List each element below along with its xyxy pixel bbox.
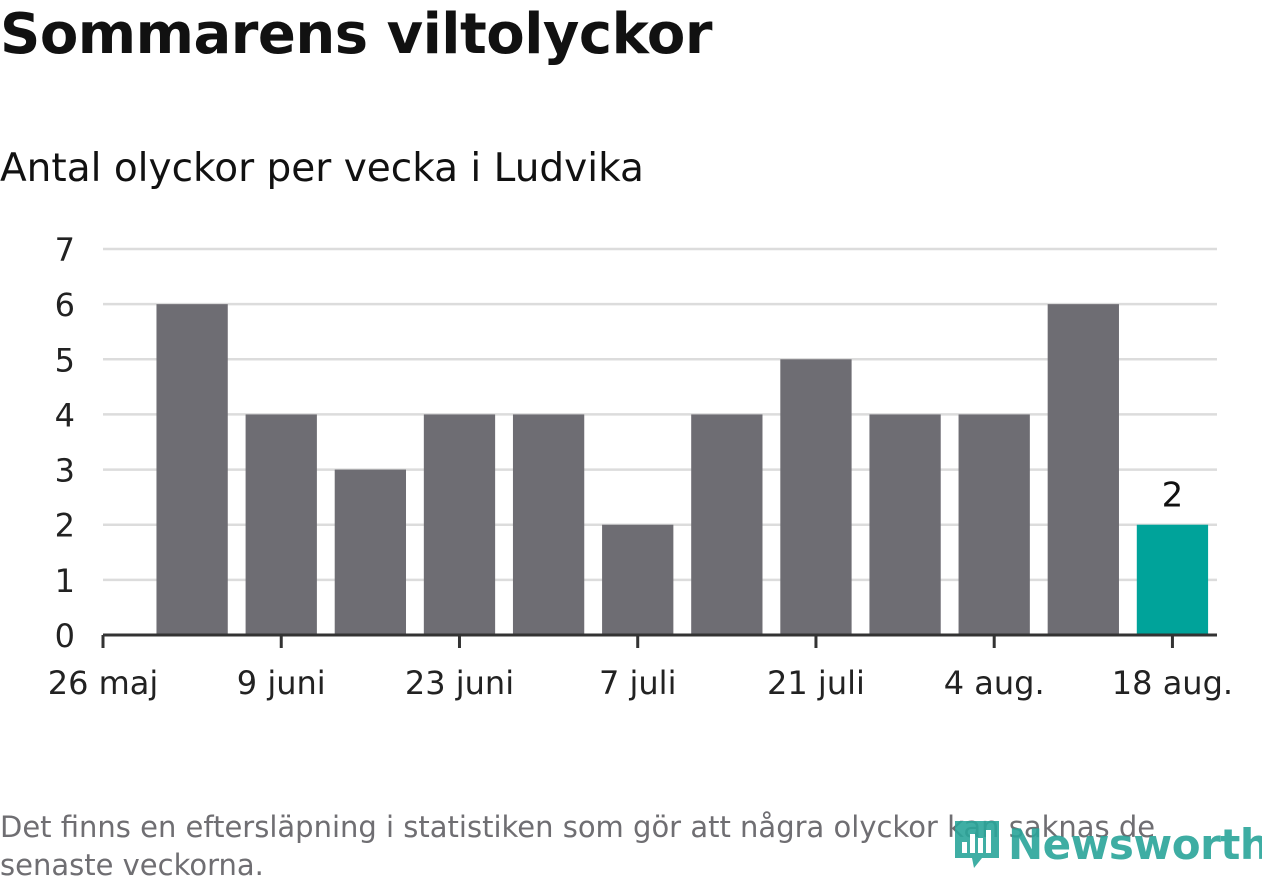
data-label: 2: [1162, 476, 1184, 516]
y-axis-tick-labels: 0 1 2 3 4 5 6 7: [55, 231, 75, 655]
y-tick-label: 3: [55, 452, 75, 490]
x-tick-label: 4 aug.: [944, 664, 1045, 702]
x-axis: [101, 633, 1217, 648]
y-tick-label: 5: [55, 341, 75, 379]
chart-title: Sommarens viltolyckor: [0, 2, 712, 67]
newsworthy-logo-icon: [955, 821, 999, 868]
x-tick-label: 23 juni: [405, 664, 514, 702]
bar: [602, 524, 674, 635]
bars: [156, 304, 1209, 635]
x-tick-label: 9 juni: [237, 664, 326, 702]
bar: [334, 469, 407, 635]
bar: [958, 414, 1030, 635]
y-tick-label: 7: [55, 231, 75, 269]
bar: [1047, 304, 1119, 635]
y-tick-label: 6: [55, 286, 75, 324]
bar: [691, 414, 763, 635]
y-tick-label: 4: [55, 396, 75, 434]
chart-subtitle: Antal olyckor per vecka i Ludvika: [0, 146, 644, 191]
bar: [869, 414, 941, 635]
bar: [156, 304, 228, 635]
data-labels: 2: [1162, 476, 1184, 516]
x-tick-label: 26 maj: [48, 664, 159, 702]
x-tick-label: 21 juli: [767, 664, 865, 702]
bar: [245, 414, 317, 635]
y-tick-label: 0: [55, 617, 75, 655]
bar: [1136, 524, 1209, 635]
y-tick-label: 2: [55, 507, 75, 545]
x-tick-label: 7 juli: [599, 664, 676, 702]
brand-logo: Newsworthy: [952, 818, 1262, 870]
bar: [780, 359, 852, 635]
y-tick-label: 1: [55, 562, 75, 600]
x-tick-label: 18 aug.: [1112, 664, 1233, 702]
bar: [512, 414, 585, 635]
bar-chart: 0 1 2 3 4 5 6 7 26 maj 9 juni 23 juni 7 juli 21 jul…: [48, 231, 1233, 702]
bar: [423, 414, 496, 635]
brand-name: Newsworthy: [1008, 819, 1262, 869]
x-axis-tick-labels: 26 maj 9 juni 23 juni 7 juli 21 juli 4 aug. 18…: [48, 664, 1233, 702]
